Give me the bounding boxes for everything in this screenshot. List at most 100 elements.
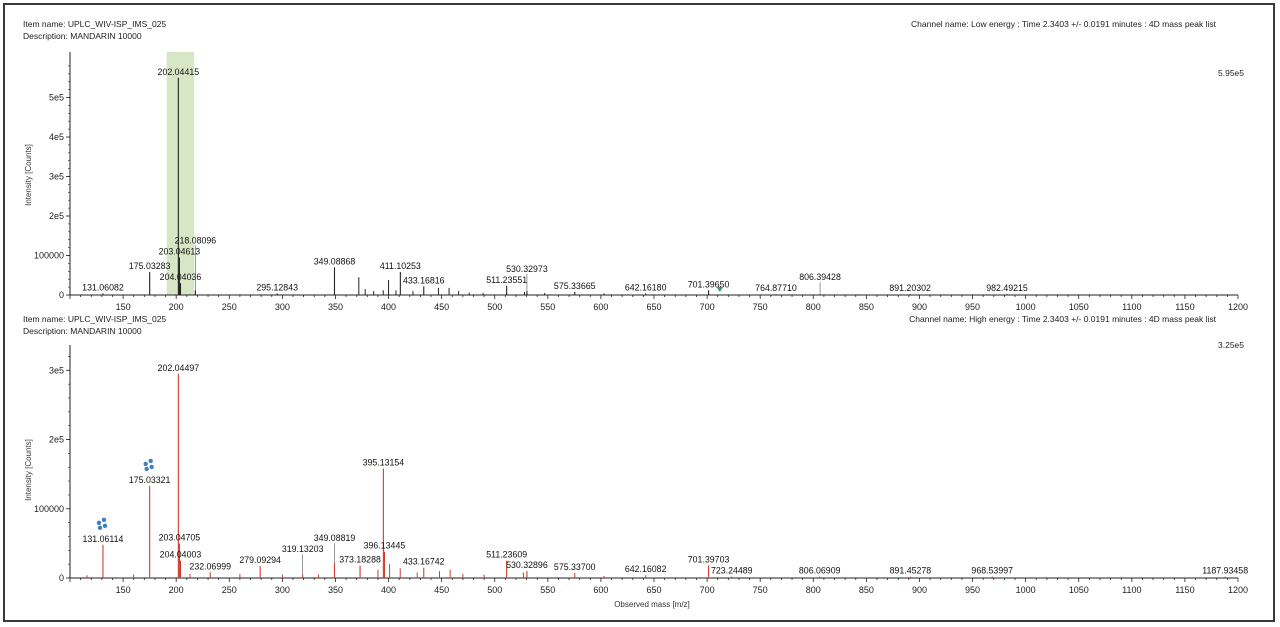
fragment-structure-icon-175 bbox=[143, 458, 154, 472]
peak-label: 764.87710 bbox=[755, 283, 797, 293]
peak-label: 349.08819 bbox=[314, 533, 356, 543]
peak-label: 701.39703 bbox=[688, 555, 730, 565]
y-tick-label: 4e5 bbox=[49, 132, 64, 142]
x-tick-label: 1150 bbox=[1175, 585, 1194, 595]
x-tick-label: 900 bbox=[912, 302, 927, 312]
peak-label: 204.04003 bbox=[160, 550, 202, 560]
x-tick-label: 250 bbox=[222, 302, 237, 312]
x-tick-label: 600 bbox=[593, 302, 608, 312]
x-tick-label: 950 bbox=[965, 302, 980, 312]
x-tick-label: 650 bbox=[646, 302, 661, 312]
peak-label: 530.32973 bbox=[506, 264, 548, 274]
x-tick-label: 850 bbox=[859, 585, 874, 595]
y-tick-label: 0 bbox=[59, 290, 64, 300]
x-tick-label: 300 bbox=[275, 585, 290, 595]
x-tick-label: 900 bbox=[912, 585, 927, 595]
peak-label: 530.32896 bbox=[506, 560, 548, 570]
fragment-atom bbox=[96, 520, 102, 525]
peak-label: 642.16082 bbox=[625, 564, 667, 574]
fragment-atom bbox=[149, 464, 154, 470]
peak-label: 433.16742 bbox=[403, 557, 445, 567]
bottom-item-name: Item name: UPLC_WIV-ISP_IMS_025 bbox=[23, 314, 166, 324]
spectrum-frame bbox=[3, 3, 1275, 622]
x-tick-label: 500 bbox=[487, 302, 502, 312]
peak-label: 806.39428 bbox=[799, 272, 841, 282]
y-tick-label: 2e5 bbox=[49, 435, 64, 445]
peak-label: 701.39650 bbox=[688, 279, 730, 289]
y-tick-label: 100000 bbox=[34, 251, 64, 261]
x-tick-label: 450 bbox=[434, 302, 449, 312]
peak-label: 218.08096 bbox=[175, 235, 217, 245]
peak-label: 411.10253 bbox=[380, 261, 421, 271]
peak-label: 1187.93458 bbox=[1202, 566, 1248, 576]
x-tick-label: 550 bbox=[540, 585, 555, 595]
x-tick-label: 550 bbox=[540, 302, 555, 312]
peak-label: 131.06114 bbox=[83, 534, 124, 544]
fragment-atom bbox=[102, 523, 108, 528]
peak-label: 373.18288 bbox=[339, 555, 381, 565]
x-tick-label: 200 bbox=[169, 302, 184, 312]
x-tick-label: 800 bbox=[806, 302, 821, 312]
peak-marker-icon bbox=[716, 287, 724, 292]
x-tick-label: 950 bbox=[965, 585, 980, 595]
peak-label: 642.16180 bbox=[625, 282, 667, 292]
peak-label: 202.04415 bbox=[158, 67, 200, 77]
x-tick-label: 1200 bbox=[1228, 302, 1248, 312]
peak-label: 723.24489 bbox=[711, 566, 753, 576]
x-tick-label: 750 bbox=[753, 585, 768, 595]
x-tick-label: 350 bbox=[328, 302, 343, 312]
peak-label: 202.04497 bbox=[158, 363, 200, 373]
bottom-spectrum-panel: 150 200 250 300 350 400 450 500 550 600 650 700 750 8… bbox=[34, 345, 1248, 595]
bottom-y-axis-title: Intensity [Counts] bbox=[24, 439, 33, 501]
peak-label: 968.53997 bbox=[971, 566, 1013, 576]
peak-label: 511.23551 bbox=[486, 275, 527, 285]
peak-label: 204.04036 bbox=[160, 272, 202, 282]
peak-label: 349.08868 bbox=[314, 256, 356, 266]
x-tick-label: 1200 bbox=[1228, 585, 1248, 595]
fragment-atom bbox=[101, 517, 107, 522]
fragment-structure-icon-131 bbox=[96, 517, 108, 530]
x-tick-label: 650 bbox=[646, 585, 661, 595]
top-description: Description: MANDARIN 10000 bbox=[23, 31, 142, 41]
top-scale-label: 5.95e5 bbox=[1218, 68, 1244, 78]
x-tick-label: 1000 bbox=[1016, 585, 1036, 595]
x-tick-label: 350 bbox=[328, 585, 343, 595]
fragment-atom bbox=[148, 458, 153, 464]
fragment-atom bbox=[144, 466, 149, 472]
x-tick-label: 150 bbox=[116, 585, 131, 595]
top-y-axis-title: Intensity [Counts] bbox=[24, 144, 33, 206]
top-channel-name: Channel name: Low energy : Time 2.3403 +… bbox=[911, 19, 1217, 29]
peak-label: 396.13445 bbox=[364, 541, 406, 551]
x-tick-label: 700 bbox=[700, 302, 715, 312]
x-tick-label: 750 bbox=[753, 302, 768, 312]
x-tick-label: 1000 bbox=[1016, 302, 1036, 312]
peak-label: 575.33665 bbox=[554, 281, 596, 291]
peak-label: 203.04705 bbox=[159, 532, 201, 542]
x-tick-label: 700 bbox=[700, 585, 715, 595]
x-tick-label: 500 bbox=[487, 585, 502, 595]
y-tick-label: 100000 bbox=[34, 504, 64, 514]
peak-label: 891.20302 bbox=[889, 283, 931, 293]
peak-label: 175.03321 bbox=[129, 475, 171, 485]
bottom-description: Description: MANDARIN 10000 bbox=[23, 326, 142, 336]
x-tick-label: 450 bbox=[434, 585, 449, 595]
x-tick-label: 250 bbox=[222, 585, 237, 595]
highlight-band bbox=[166, 52, 195, 295]
peak-label: 891.45278 bbox=[890, 566, 932, 576]
x-tick-label: 300 bbox=[275, 302, 290, 312]
peak-label: 203.04613 bbox=[159, 246, 201, 256]
top-spectrum-panel: 150 200 250 300 350 400 450 500 550 600 650 700 750 8… bbox=[34, 52, 1248, 312]
top-item-name: Item name: UPLC_WIV-ISP_IMS_025 bbox=[23, 19, 166, 29]
x-tick-label: 1050 bbox=[1069, 302, 1089, 312]
bottom-scale-label: 3.25e5 bbox=[1218, 340, 1244, 350]
x-tick-label: 1100 bbox=[1122, 302, 1141, 312]
peak-label: 806.06909 bbox=[799, 566, 841, 576]
fragment-atom bbox=[97, 525, 103, 530]
x-tick-label: 200 bbox=[169, 585, 184, 595]
y-tick-label: 2e5 bbox=[49, 211, 64, 221]
y-tick-label: 0 bbox=[59, 573, 64, 583]
peak-label: 295.12843 bbox=[256, 282, 298, 292]
x-tick-label: 1050 bbox=[1069, 585, 1089, 595]
x-tick-label: 850 bbox=[859, 302, 874, 312]
